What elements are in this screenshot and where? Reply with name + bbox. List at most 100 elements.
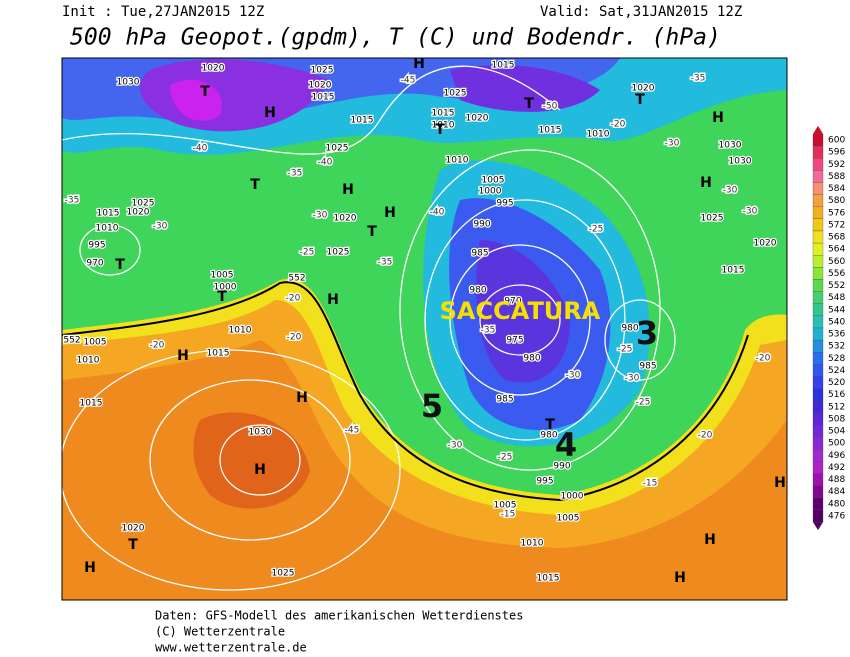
isobar-label: 1010 (77, 356, 100, 366)
legend-swatch (812, 376, 824, 389)
pressure-center: T (635, 92, 645, 108)
isobar-label: 980 (540, 431, 557, 441)
isobar-label: 1010 (96, 224, 119, 234)
isobar-label: 985 (639, 362, 656, 372)
isobar-label: 1020 (466, 114, 489, 124)
pressure-center: T (545, 417, 555, 433)
temperature-label: -25 (618, 345, 633, 355)
isobar-label: 1025 (326, 144, 349, 154)
legend-swatch (812, 339, 824, 353)
temperature-label: -35 (378, 258, 393, 268)
legend-label: 576 (828, 208, 845, 218)
temperature-label: -25 (636, 398, 651, 408)
isobar-label: 990 (473, 220, 490, 230)
legend-swatch (812, 400, 824, 414)
legend-label: 552 (828, 281, 845, 291)
isobar-label: 985 (471, 249, 488, 259)
legend-swatch (812, 182, 824, 195)
pressure-center: H (327, 292, 339, 308)
legend-label: 572 (828, 220, 845, 230)
legend-label: 588 (828, 172, 845, 182)
temperature-label: -20 (611, 120, 626, 130)
legend-swatch (812, 291, 824, 304)
isobar-label: 1020 (632, 84, 655, 94)
isobar-label: 995 (88, 241, 105, 251)
isobar-label: 975 (506, 336, 523, 346)
legend-label: 544 (828, 305, 845, 315)
temperature-label: -25 (589, 225, 604, 235)
temperature-label: -35 (288, 169, 303, 179)
pressure-center: T (217, 289, 227, 305)
pressure-center: H (704, 532, 716, 548)
pressure-center: H (84, 560, 96, 576)
valid-time: Valid: Sat,31JAN2015 12Z (540, 4, 742, 20)
isobar-label: 1020 (334, 214, 357, 224)
isobar-label: 1010 (446, 156, 469, 166)
legend-arrow-bottom (813, 522, 823, 531)
legend-swatch (812, 303, 824, 317)
isobar-label: 1015 (539, 126, 562, 136)
temperature-label: -40 (193, 144, 208, 154)
legend-label: 584 (828, 184, 845, 194)
isobar-label: 1030 (117, 78, 140, 88)
isobar-label: 1025 (132, 199, 155, 209)
isobar-label: 1000 (561, 492, 584, 502)
pressure-center: T (128, 537, 138, 553)
legend-swatch (812, 497, 824, 511)
legend-label: 580 (828, 196, 845, 206)
isobar-label: 1020 (309, 81, 332, 91)
isobar-label: 1025 (701, 214, 724, 224)
legend-label: 516 (828, 390, 845, 400)
isobar-label: 980 (523, 354, 540, 364)
legend-label: 536 (828, 330, 845, 340)
annotation-number: 4 (555, 426, 577, 464)
isobar-label: 1015 (351, 116, 374, 126)
pressure-center: H (384, 205, 396, 221)
temperature-label: -45 (401, 76, 416, 86)
legend-label: 532 (828, 342, 845, 352)
isobar-label: 1015 (207, 349, 230, 359)
isobar-label: 995 (496, 199, 513, 209)
temperature-label: -30 (448, 441, 463, 451)
legend-label: 568 (828, 233, 845, 243)
legend-label: 484 (828, 487, 845, 497)
legend-label: 600 (828, 136, 845, 146)
isobar-label: 1025 (311, 66, 334, 76)
isobar-label: 1010 (432, 121, 455, 131)
map-field (62, 58, 787, 600)
legend-label: 500 (828, 439, 845, 449)
isobar-label: 1020 (127, 208, 150, 218)
pressure-center: T (367, 224, 377, 240)
temperature-label: -20 (287, 333, 302, 343)
legend-swatch (812, 509, 824, 523)
temperature-label: -20 (698, 431, 713, 441)
isobar-label: 1015 (312, 93, 335, 103)
isobar-label: 985 (496, 395, 513, 405)
temperature-label: -30 (625, 374, 640, 384)
map-title: 500 hPa Geopot.(gpdm), T (C) und Bodendr… (70, 25, 721, 51)
legend-swatch (812, 315, 824, 329)
legend-label: 528 (828, 354, 845, 364)
pressure-center: H (700, 175, 712, 191)
isobar-label: 1015 (80, 399, 103, 409)
legend-swatch (812, 352, 824, 365)
annotation-label: SACCATURA (440, 297, 601, 325)
isobar-label: 552 (63, 336, 80, 346)
legend-label: 564 (828, 245, 845, 255)
legend-label: 492 (828, 463, 845, 473)
temperature-label: -30 (723, 186, 738, 196)
legend-label: 488 (828, 475, 845, 485)
legend-label: 504 (828, 427, 845, 437)
legend-label: 548 (828, 293, 845, 303)
legend-swatch (812, 267, 824, 280)
isobar-label: 1030 (249, 428, 272, 438)
legend-swatch (812, 255, 824, 268)
isobar-label: 1010 (587, 130, 610, 140)
legend-label: 480 (828, 499, 845, 509)
legend-swatch (812, 133, 824, 147)
legend-swatch (812, 412, 824, 426)
isobar-label: 1005 (211, 271, 234, 281)
temperature-label: -20 (150, 341, 165, 351)
